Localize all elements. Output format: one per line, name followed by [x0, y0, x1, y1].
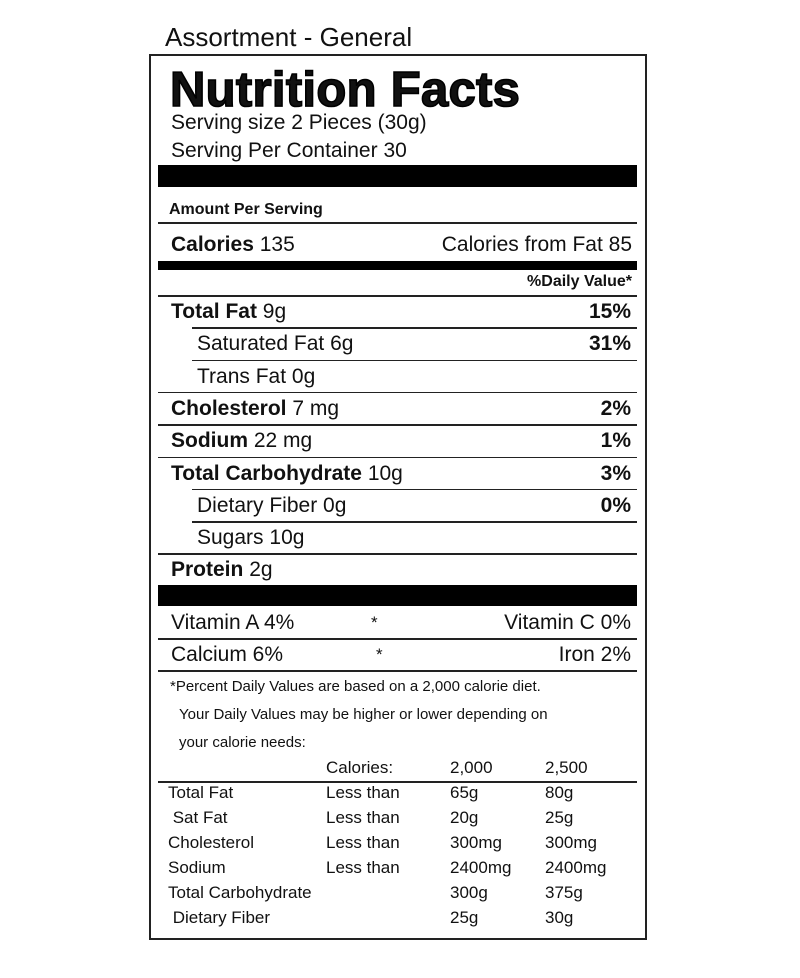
footnote-line: your calorie needs:	[179, 734, 306, 751]
calories-value: 135	[259, 233, 295, 256]
nutrient-row: Sugars 10g	[0, 525, 800, 551]
divider	[158, 638, 637, 640]
nutrient-row: Total Fat 9g 15%	[0, 299, 800, 325]
nutrient-name: Sodium	[171, 429, 248, 453]
dv-table-cell: 2,500	[545, 758, 588, 777]
nutrient-amount: 22 mg	[253, 429, 313, 453]
dv-table-cell: 2400mg	[545, 858, 607, 877]
divider	[158, 391, 637, 394]
dv-table-cell: 300g	[450, 883, 488, 902]
thick-divider	[158, 585, 637, 606]
serving-size: Serving size 2 Pieces (30g)	[171, 111, 427, 134]
nutrient-row: Saturated Fat 6g 31%	[0, 331, 800, 357]
nutrient-daily-value: 3%	[600, 461, 631, 485]
footnote-line: Your Daily Values may be higher or lower…	[179, 706, 548, 723]
dv-table-cell: 65g	[450, 783, 479, 802]
nutrition-facts-title: Nutrition Facts	[169, 63, 521, 117]
divider	[192, 327, 637, 329]
nutrient-daily-value: 2%	[600, 396, 631, 420]
nutrient-amount: 7 mg	[292, 396, 340, 420]
nutrient-row: Trans Fat 0g	[0, 364, 800, 390]
nutrition-label	[149, 54, 647, 940]
vitamin-row: Vitamin A 4% * Vitamin C 0%	[0, 610, 800, 636]
dv-table-cell: 2,000	[450, 758, 493, 777]
vitamin-right: Vitamin C 0%	[504, 611, 631, 634]
daily-value-header: %Daily Value*	[527, 273, 632, 290]
amount-per-serving: Amount Per Serving	[169, 201, 323, 218]
nutrient-name: Cholesterol	[171, 396, 287, 420]
thick-divider	[158, 165, 637, 187]
vitamin-left: Vitamin A 4%	[171, 611, 295, 634]
nutrient-row: Dietary Fiber 0g 0%	[0, 493, 800, 519]
nutrient-amount: 6g	[330, 332, 354, 356]
divider	[158, 222, 637, 224]
separator-asterisk: *	[371, 613, 378, 632]
dv-table-cell: 80g	[545, 783, 574, 802]
vitamin-right: Iron 2%	[558, 643, 631, 666]
divider	[158, 670, 637, 672]
dv-table-cell: Less than	[326, 833, 400, 852]
dv-table-cell: Total Carbohydrate	[168, 883, 312, 902]
dv-table-cell: Cholesterol	[168, 833, 254, 852]
nutrient-daily-value: 0%	[600, 493, 631, 517]
dv-table-cell: Less than	[326, 783, 400, 802]
nutrient-row: Protein 2g	[0, 557, 800, 583]
divider	[192, 488, 637, 491]
dv-table-cell: Calories:	[326, 758, 394, 777]
divider	[158, 295, 637, 297]
dv-table-cell: Less than	[326, 808, 400, 827]
nutrient-name: Dietary Fiber	[197, 493, 318, 517]
dv-table-cell: 300mg	[545, 833, 597, 852]
calories-row: Calories 135 Calories from Fat 85	[0, 232, 800, 258]
dv-table-cell: 2400mg	[450, 858, 512, 877]
divider	[158, 553, 637, 555]
nutrient-amount: 10g	[269, 526, 305, 550]
dv-table-cell: Sodium	[168, 858, 226, 877]
footnote-line: *Percent Daily Values are based on a 2,0…	[170, 678, 541, 695]
product-title: Assortment - General	[165, 22, 413, 52]
nutrient-name: Total Carbohydrate	[171, 461, 362, 485]
nutrient-daily-value: 31%	[588, 332, 631, 356]
nutrient-name: Protein	[171, 558, 244, 582]
dv-table-cell: 300mg	[450, 833, 502, 852]
nutrient-amount: 10g	[367, 461, 403, 485]
dv-table-cell: Dietary Fiber	[168, 908, 271, 927]
vitamin-left: Calcium 6%	[171, 643, 284, 666]
nutrient-name: Saturated Fat	[197, 332, 325, 356]
nutrient-amount: 9g	[262, 300, 287, 323]
divider	[192, 359, 637, 362]
dv-table-cell: 25g	[545, 808, 574, 827]
nutrient-daily-value: 1%	[600, 429, 631, 453]
divider	[158, 456, 637, 459]
calories-label: Calories	[171, 233, 254, 256]
nutrient-row: Total Carbohydrate 10g 3%	[0, 461, 800, 487]
dv-table-cell: Total Fat	[168, 783, 234, 802]
nutrient-amount: 0g	[291, 364, 316, 388]
nutrient-amount: 0g	[323, 493, 347, 517]
dv-table-cell: 20g	[450, 808, 479, 827]
nutrient-daily-value: 15%	[588, 300, 631, 323]
dv-table-cell: 375g	[545, 883, 583, 902]
nutrient-name: Total Fat	[171, 300, 257, 323]
dv-table-cell: Sat Fat	[168, 808, 228, 827]
servings-per-container: Serving Per Container 30	[171, 139, 407, 162]
nutrient-amount: 2g	[249, 558, 273, 582]
dv-table-cell: 25g	[450, 908, 479, 927]
medium-divider	[158, 261, 637, 270]
vitamin-row: Calcium 6% * Iron 2%	[0, 642, 800, 668]
separator-asterisk: *	[376, 645, 383, 664]
calories-from-fat: Calories from Fat 85	[441, 233, 632, 256]
divider	[192, 521, 637, 523]
nutrient-row: Sodium 22 mg 1%	[0, 428, 800, 454]
nutrient-name: Sugars	[197, 526, 264, 550]
divider	[158, 781, 637, 783]
dv-table-cell: 30g	[545, 908, 574, 927]
nutrient-name: Trans Fat	[197, 364, 287, 388]
dv-table-cell: Less than	[326, 858, 400, 877]
divider	[158, 424, 637, 426]
nutrient-row: Cholesterol 7 mg 2%	[0, 396, 800, 422]
